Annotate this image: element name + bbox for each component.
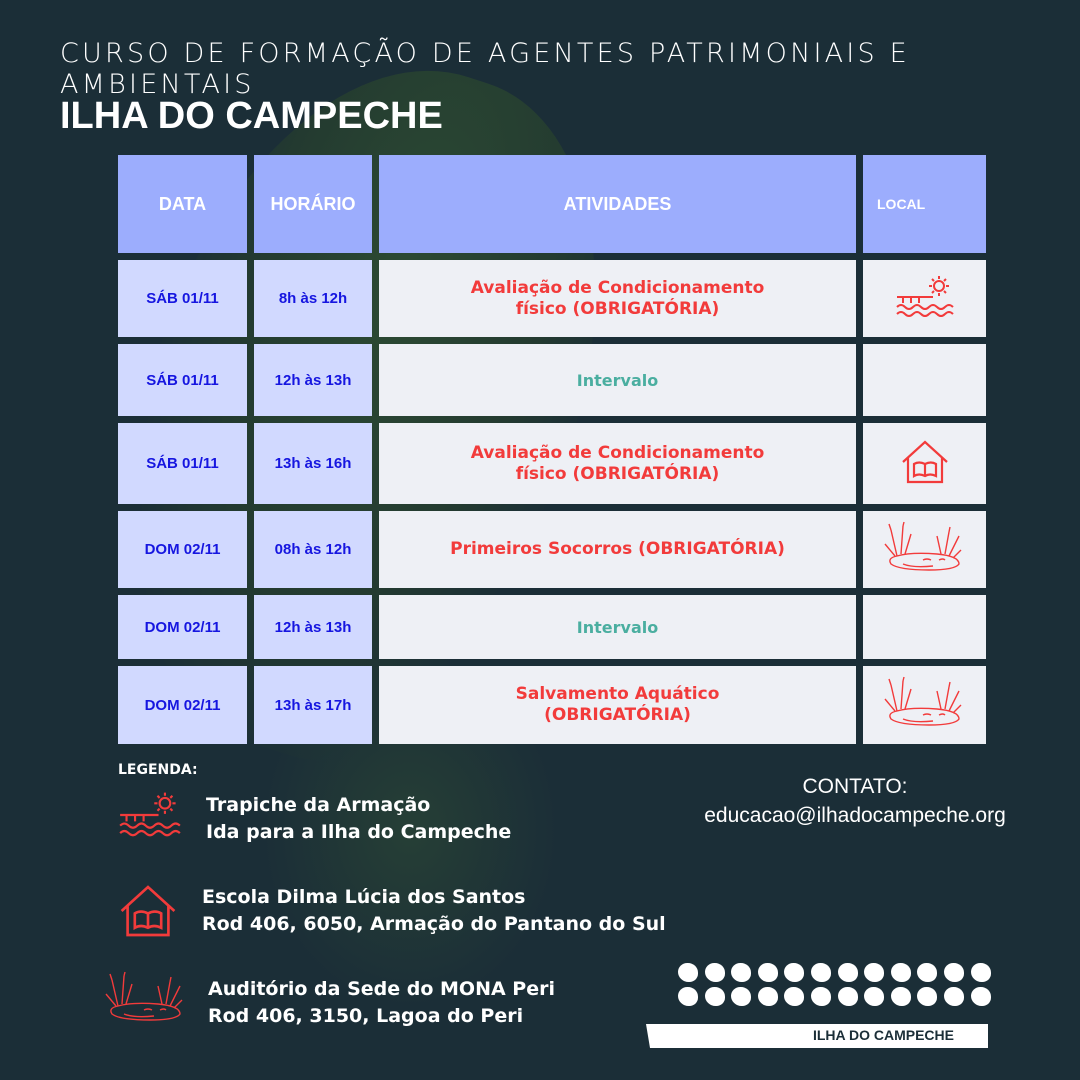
cell-atividade: Intervalo (379, 595, 856, 659)
cell-local (863, 511, 986, 588)
logo-banner: ILHA DO CAMPECHE (646, 1024, 988, 1048)
logo-dot (970, 987, 991, 1006)
logo-dot (757, 987, 778, 1006)
cell-horario: 08h às 12h (254, 511, 372, 588)
legend-item-name: Trapiche da Armação (206, 794, 431, 816)
cell-horario: 12h às 13h (254, 344, 372, 416)
cell-local (863, 344, 986, 416)
logo-dot (890, 987, 911, 1006)
cell-local (863, 260, 986, 337)
pier-sun-icon (118, 790, 182, 844)
logo-dot (678, 963, 698, 982)
pier-sun-icon (895, 274, 955, 324)
header-atividades: ATIVIDADES (379, 155, 856, 253)
logo-dot (704, 987, 725, 1006)
logo-dot (943, 987, 964, 1006)
logo-dot (678, 987, 698, 1006)
legend-item-text: Auditório da Sede do MONA Peri Rod 406, 3… (208, 976, 555, 1030)
legend-item-address: Ida para a Ilha do Campeche (206, 821, 512, 843)
logo-dot (731, 963, 752, 982)
lagoon-reeds-icon (883, 520, 967, 580)
cell-horario: 12h às 13h (254, 595, 372, 659)
contact-email[interactable]: educacao@ilhadocampeche.org (704, 804, 1006, 827)
lagoon-reeds-icon (104, 968, 188, 1032)
header-horario: HORÁRIO (254, 155, 372, 253)
course-subtitle: CURSO DE FORMAÇÃO DE AGENTES PATRIMONIAI… (60, 38, 910, 100)
cell-atividade: Avaliação de Condicionamento físico (OBR… (379, 423, 856, 504)
logo-dot (810, 987, 831, 1006)
logo-dot (837, 987, 858, 1006)
logo-dot (704, 963, 725, 982)
legend-item-name: Escola Dilma Lúcia dos Santos (202, 886, 526, 908)
logo-dot (970, 963, 991, 982)
cell-data: DOM 02/11 (118, 666, 247, 744)
legend-item-text: Escola Dilma Lúcia dos Santos Rod 406, 60… (202, 884, 666, 938)
cell-data: SÁB 01/11 (118, 260, 247, 337)
legend-title: LEGENDA: (118, 762, 198, 778)
cell-horario: 13h às 17h (254, 666, 372, 744)
logo-dot (917, 987, 938, 1006)
logo-dot (837, 963, 858, 982)
cell-atividade: Intervalo (379, 344, 856, 416)
cell-data: DOM 02/11 (118, 511, 247, 588)
legend-item-address: Rod 406, 6050, Armação do Pantano do Sul (202, 913, 666, 935)
logo-dot (890, 963, 911, 982)
legend-item-text: Trapiche da Armação Ida para a Ilha do Ca… (206, 792, 511, 846)
logo-dot (943, 963, 964, 982)
legend-item-name: Auditório da Sede do MONA Peri (208, 978, 555, 1000)
lagoon-reeds-icon (883, 675, 967, 735)
school-book-icon (900, 438, 950, 490)
cell-horario: 8h às 12h (254, 260, 372, 337)
logo-dot (917, 963, 938, 982)
logo-dot (757, 963, 778, 982)
page-title: ILHA DO CAMPECHE (60, 95, 443, 137)
school-book-icon (118, 882, 178, 944)
cell-horario: 13h às 16h (254, 423, 372, 504)
cell-local (863, 666, 986, 744)
logo-dot (810, 963, 831, 982)
logo-dot (784, 987, 805, 1006)
contact-label: CONTATO: (802, 775, 908, 798)
header-local: LOCAL (863, 155, 986, 253)
cell-local (863, 595, 986, 659)
cell-data: SÁB 01/11 (118, 423, 247, 504)
header-data: DATA (118, 155, 247, 253)
logo-dots (678, 963, 998, 1006)
logo-dot (864, 963, 885, 982)
logo-dot (731, 987, 752, 1006)
cell-atividade: Primeiros Socorros (OBRIGATÓRIA) (379, 511, 856, 588)
logo-dot (864, 987, 885, 1006)
contact: CONTATO: educacao@ilhadocampeche.org (680, 772, 1030, 830)
legend-item-address: Rod 406, 3150, Lagoa do Peri (208, 1005, 524, 1027)
logo-dot (784, 963, 805, 982)
cell-data: SÁB 01/11 (118, 344, 247, 416)
cell-atividade: Avaliação de Condicionamento físico (OBR… (379, 260, 856, 337)
cell-data: DOM 02/11 (118, 595, 247, 659)
cell-atividade: Salvamento Aquático (OBRIGATÓRIA) (379, 666, 856, 744)
cell-local (863, 423, 986, 504)
